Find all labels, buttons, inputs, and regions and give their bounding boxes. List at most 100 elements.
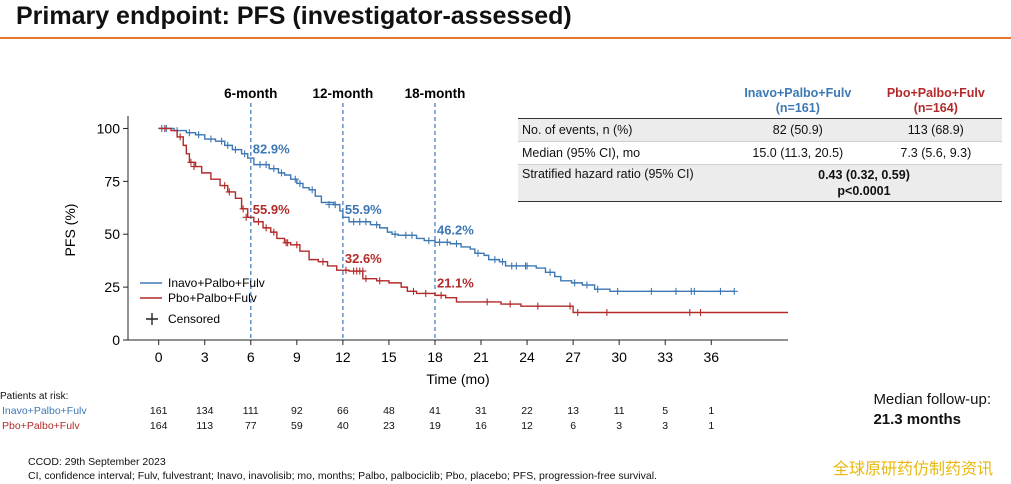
censor-mark-inavo [452, 240, 460, 248]
risk-count-inavo: 48 [383, 405, 395, 417]
risk-count-pbo: 164 [149, 420, 168, 432]
risk-count-inavo: 1 [708, 405, 715, 417]
y-tick-label: 0 [112, 332, 120, 348]
censor-mark-inavo [491, 256, 499, 264]
stats-header-pbo: Pbo+Palbo+Fulv (n=164) [869, 84, 1002, 119]
milestone-value-pbo: 32.6% [345, 251, 382, 266]
x-tick-label: 30 [611, 349, 627, 365]
legend-censored-icon [146, 313, 158, 325]
censor-mark-inavo [523, 262, 531, 270]
censor-mark-inavo [408, 231, 416, 239]
legend-censored-label: Censored [168, 312, 220, 326]
x-tick-label: 6 [247, 349, 255, 365]
stats-table: Inavo+Palbo+Fulv (n=161) Pbo+Palbo+Fulv … [518, 84, 1002, 202]
censor-mark-inavo [474, 249, 482, 257]
censor-mark-inavo [443, 238, 451, 246]
milestone-value-inavo: 82.9% [253, 142, 290, 157]
risk-count-pbo: 40 [337, 420, 349, 432]
x-axis-label: Time (mo) [426, 371, 489, 387]
censor-mark-inavo [362, 218, 370, 226]
censor-mark-inavo [207, 135, 215, 143]
censor-mark-pbo [603, 309, 611, 316]
censor-mark-pbo [262, 224, 270, 232]
risk-count-pbo: 12 [521, 420, 533, 432]
risk-count-inavo: 31 [475, 405, 487, 417]
risk-count-pbo: 6 [570, 420, 577, 432]
risk-count-pbo: 77 [244, 420, 257, 432]
stats-row-hr: Stratified hazard ratio (95% CI) 0.43 (0… [518, 164, 1002, 202]
risk-label-pbo: Pbo+Palbo+Fulv [2, 420, 80, 432]
risk-count-inavo: 5 [662, 405, 669, 417]
x-tick-label: 27 [565, 349, 581, 365]
x-tick-label: 3 [201, 349, 209, 365]
milestone-value-pbo: 21.1% [437, 275, 474, 290]
risk-count-pbo: 113 [196, 420, 214, 432]
censor-mark-inavo [425, 237, 433, 245]
legend-label-inavo: Inavo+Palbo+Fulv [168, 276, 265, 290]
censor-mark-inavo [325, 201, 333, 209]
censor-mark-inavo [308, 186, 316, 194]
censor-mark-pbo [697, 309, 705, 316]
censor-mark-inavo [583, 281, 591, 289]
censor-mark-inavo [402, 231, 410, 239]
footnote-abbreviations: CI, confidence interval; Fulv, fulvestra… [28, 470, 657, 482]
risk-count-inavo: 11 [613, 405, 625, 417]
stats-row-median: Median (95% CI), mo 15.0 (11.3, 20.5) 7.… [518, 141, 1002, 165]
censor-mark-inavo [195, 131, 203, 139]
milestone-label: 12-month [313, 86, 374, 101]
x-tick-label: 0 [155, 349, 163, 365]
censor-mark-pbo [422, 289, 430, 297]
censor-mark-pbo [359, 267, 367, 275]
risk-count-pbo: 23 [383, 420, 395, 432]
censor-mark-inavo [256, 161, 264, 169]
censor-mark-inavo [231, 146, 239, 154]
risk-count-pbo: 19 [429, 420, 441, 432]
censor-mark-pbo [574, 309, 582, 316]
p-value: p<0.0001 [837, 184, 891, 198]
censor-mark-inavo [571, 279, 579, 287]
censor-mark-pbo [534, 302, 542, 310]
censor-mark-inavo [499, 258, 507, 266]
censor-mark-pbo [239, 205, 247, 213]
median-followup: Median follow-up: 21.3 months [873, 391, 991, 428]
censor-mark-pbo [293, 241, 301, 249]
censor-mark-inavo [291, 175, 299, 183]
censor-mark-inavo [690, 287, 698, 295]
risk-count-inavo: 134 [195, 405, 214, 417]
stats-header-row: Inavo+Palbo+Fulv (n=161) Pbo+Palbo+Fulv … [518, 84, 1002, 119]
risk-count-inavo: 13 [567, 405, 579, 417]
y-tick-label: 50 [104, 226, 120, 242]
risk-count-pbo: 16 [475, 420, 487, 432]
risk-count-inavo: 111 [242, 405, 259, 417]
x-tick-label: 9 [293, 349, 301, 365]
censor-mark-pbo [187, 158, 195, 166]
x-tick-label: 36 [703, 349, 719, 365]
milestone-label: 18-month [405, 86, 466, 101]
censor-mark-pbo [376, 277, 384, 285]
censor-mark-inavo [241, 150, 249, 158]
risk-count-inavo: 161 [149, 405, 168, 417]
x-tick-label: 24 [519, 349, 535, 365]
censor-mark-inavo [185, 129, 193, 137]
milestone-value-pbo: 55.9% [253, 202, 290, 217]
risk-table-title: Patients at risk: [0, 391, 69, 402]
risk-count-pbo: 1 [708, 420, 715, 432]
x-tick-label: 18 [427, 349, 443, 365]
risk-count-pbo: 3 [616, 420, 623, 432]
censor-mark-pbo [284, 239, 292, 247]
risk-count-pbo: 59 [290, 420, 303, 432]
censor-mark-pbo [225, 188, 233, 196]
x-tick-label: 12 [335, 349, 351, 365]
censor-mark-inavo [391, 230, 399, 238]
censor-mark-inavo [716, 287, 724, 295]
footnote-ccod: CCOD: 29th September 2023 [28, 456, 166, 468]
milestone-value-inavo: 55.9% [345, 202, 382, 217]
censor-mark-inavo [277, 169, 285, 177]
censor-mark-inavo [262, 161, 270, 169]
censor-mark-pbo [254, 218, 262, 226]
censor-mark-pbo [161, 124, 169, 132]
censor-mark-inavo [331, 201, 339, 209]
watermark: 全球原研药仿制药资讯 [832, 461, 993, 478]
hr-value: 0.43 (0.32, 0.59) [818, 168, 910, 182]
